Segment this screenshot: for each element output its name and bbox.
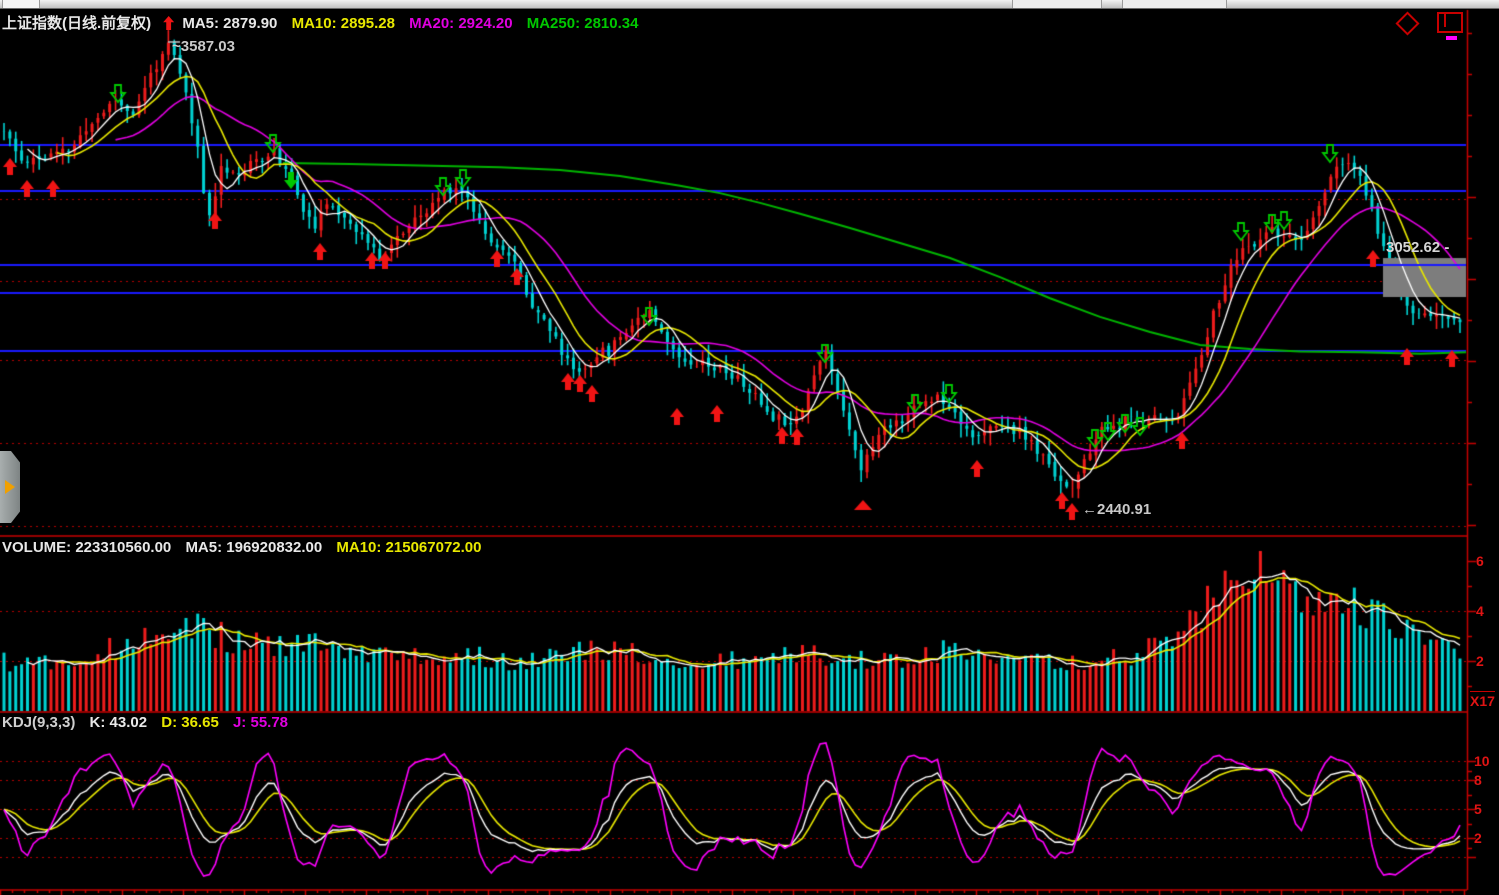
split-divider [1444, 14, 1446, 27]
ma20-value: MA20: 2924.20 [409, 15, 513, 32]
volume-ma10-value: MA10: 215067072.00 [336, 539, 482, 556]
volume-axis-tick-2: 2 [1476, 653, 1484, 669]
ma10-value: MA10: 2895.28 [291, 15, 395, 32]
trend-up-icon [163, 16, 175, 30]
price-band-label: 3052.62 - [1386, 239, 1450, 256]
peak-annotation: ~3587.03 [172, 38, 235, 55]
kdj-k-value: K: 43.02 [89, 714, 148, 731]
toolbar-segment [1012, 0, 1102, 8]
volume-axis-tick-4: 4 [1476, 603, 1484, 619]
main-chart-header: 上证指数(日线.前复权) MA5: 2879.90 MA10: 2895.28 … [2, 12, 648, 33]
split-window-icon[interactable] [1437, 12, 1463, 33]
kdj-axis-tick-20: 2 [1474, 830, 1482, 846]
magenta-marker [1446, 36, 1457, 40]
toolbar-segment [1122, 0, 1227, 8]
symbol-label: 上证指数(日线.前复权) [2, 15, 152, 32]
trough-annotation: ←2440.91 [1082, 501, 1152, 518]
kdj-axis-tick-50: 5 [1474, 801, 1482, 817]
ma5-value: MA5: 2879.90 [182, 15, 278, 32]
toolbar-bottom-strip [0, 0, 1499, 9]
kdj-axis-tick-100: 10 [1474, 753, 1490, 769]
expand-arrow-icon [5, 480, 15, 494]
volume-value: VOLUME: 223310560.00 [2, 539, 172, 556]
kdj-d-value: D: 36.65 [161, 714, 219, 731]
kdj-axis-tick-80: 8 [1474, 772, 1482, 788]
kdj-params-label: KDJ(9,3,3) [2, 714, 76, 731]
toolbar-segment [2, 0, 40, 8]
volume-header: VOLUME: 223310560.00 MA5: 196920832.00 M… [2, 539, 491, 556]
sidebar-expand-handle[interactable] [0, 451, 20, 523]
ma250-value: MA250: 2810.34 [526, 15, 639, 32]
kdj-header: KDJ(9,3,3) K: 43.02 D: 36.65 J: 55.78 [2, 714, 298, 731]
kdj-j-value: J: 55.78 [232, 714, 289, 731]
volume-scale-label: X17 [1470, 691, 1495, 709]
volume-axis-tick-6: 6 [1476, 553, 1484, 569]
volume-ma5-value: MA5: 196920832.00 [185, 539, 323, 556]
